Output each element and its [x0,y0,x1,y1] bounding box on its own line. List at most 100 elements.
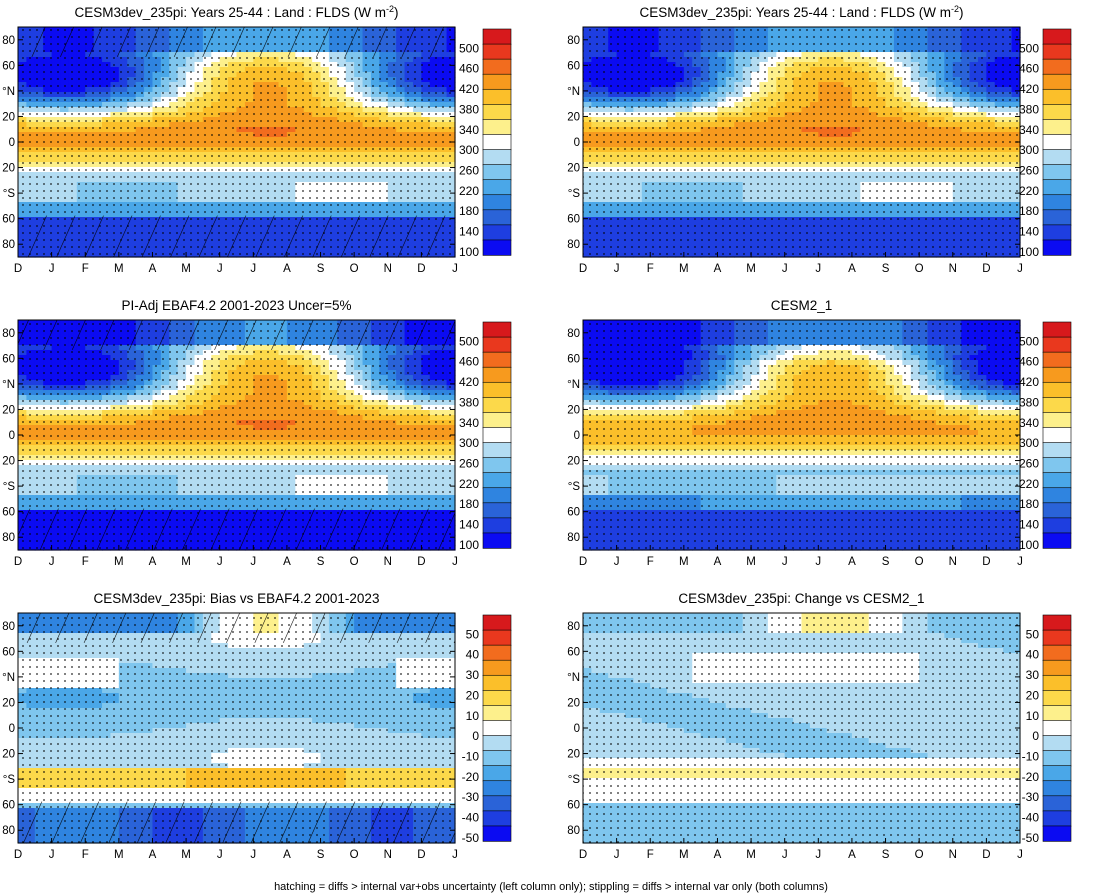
colorbar-swatch [1042,224,1072,241]
panel-title: PI-Adj EBAF4.2 2001-2023 Uncer=5% [121,298,351,313]
panel-title: CESM3dev_235pi: Years 25-44 : Land : FLD… [75,4,399,20]
colorbar-label: 420 [459,82,479,96]
colorbar-label: 260 [1019,164,1039,178]
y-tick-label: 20 [2,163,15,175]
colorbar-label: 260 [459,164,479,178]
x-tick-label: A [149,263,157,275]
y-tick-label: 60 [2,60,15,72]
colorbar-label: 100 [1019,245,1039,259]
y-tick-label: °S [568,188,581,200]
x-tick-label: S [882,263,890,275]
x-tick-label: F [82,263,89,275]
y-tick-label: 80 [567,35,580,47]
x-tick-label: F [647,263,654,275]
x-tick-label: S [317,263,325,275]
y-tick-label: 20 [2,111,15,123]
colorbar-label: 180 [1019,204,1039,218]
x-tick-label: N [949,263,957,275]
x-tick-label: D [14,263,22,275]
x-tick-label: M [679,263,689,275]
colorbar-swatch [482,73,512,90]
panel-title: CESM3dev_235pi: Years 25-44 : Land : FLD… [640,4,964,20]
colorbar-label: 220 [459,184,479,198]
hatching-overlay-south [18,215,455,257]
colorbar-swatch [482,149,512,166]
colorbar-swatch [482,134,512,151]
colorbar-label: 340 [459,123,479,137]
x-tick-label: M [114,263,124,275]
colorbar-swatch [482,88,512,106]
colorbar-label: 300 [459,143,479,157]
colorbar-swatch [482,119,512,136]
y-tick-label: 20 [567,111,580,123]
colorbar-swatch [482,43,512,60]
x-tick-label: J [250,263,256,275]
colorbar-label: 340 [1019,123,1039,137]
x-tick-label: J [49,263,55,275]
colorbar-label: 100 [459,245,479,259]
x-tick-label: D [417,263,425,275]
x-tick-label: J [782,263,788,275]
y-tick-label: 20 [567,163,580,175]
colorbar-label: 140 [459,225,479,239]
hatching-overlay-north [18,27,455,57]
colorbar-swatch [1042,239,1072,256]
colorbar-label: 380 [1019,102,1039,116]
colorbar-label: 420 [1019,82,1039,96]
colorbar-swatch [482,164,512,181]
colorbar-swatch [1042,119,1072,136]
x-tick-label: M [746,263,756,275]
colorbar-label: 300 [1019,143,1039,157]
panel-p2: CESM3dev_235pi: Years 25-44 : Land : FLD… [567,4,1072,275]
colorbar-label: 220 [1019,184,1039,198]
colorbar-label: 180 [459,204,479,218]
y-tick-label: 80 [2,35,15,47]
x-tick-label: A [848,263,856,275]
colorbar-label: 460 [1019,62,1039,76]
colorbar-swatch [482,28,512,45]
x-tick-label: J [452,263,458,275]
x-tick-label: M [181,263,191,275]
y-tick-label: 0 [574,137,580,149]
colorbar-swatch [482,58,512,75]
colorbar-label: 460 [459,62,479,76]
colorbar-label: 380 [459,102,479,116]
stippling-overlay [583,27,1020,257]
y-tick-label: 60 [567,214,580,226]
panels-group: CESM3dev_235pi: Years 25-44 : Land : FLD… [2,4,1072,861]
y-tick-label: 60 [2,214,15,226]
colorbar-swatch [482,239,512,256]
x-tick-label: J [815,263,821,275]
x-tick-label: J [217,263,223,275]
panel-p1: CESM3dev_235pi: Years 25-44 : Land : FLD… [2,4,512,275]
x-tick-label: N [384,263,392,275]
colorbar-swatch [1042,73,1072,90]
y-tick-label: 80 [567,239,580,251]
x-tick-label: O [915,263,924,275]
y-tick-label: 80 [2,239,15,251]
x-tick-label: A [283,263,291,275]
colorbar-swatch [482,194,512,211]
y-tick-label: °N [567,86,580,98]
colorbar-swatch [1042,28,1072,45]
y-tick-label: 0 [9,137,15,149]
colorbar-swatch [482,209,512,226]
colorbar-label: 500 [1019,41,1039,55]
panel-p3: PI-Adj EBAF4.2 2001-2023 Uncer=5%8060°N2… [2,298,512,568]
x-tick-label: O [350,263,359,275]
colorbar-swatch [482,224,512,241]
colorbar-swatch [1042,164,1072,181]
colorbar-label: 140 [1019,225,1039,239]
colorbar-swatch [1042,43,1072,60]
colorbar-swatch [1042,179,1072,196]
colorbar-swatch [482,179,512,196]
y-tick-label: 60 [567,60,580,72]
x-tick-label: J [1017,263,1023,275]
colorbar-swatch [1042,88,1072,106]
colorbar-swatch [1042,209,1072,226]
colorbar-swatch [1042,194,1072,211]
x-tick-label: D [579,263,587,275]
colorbar-swatch [1042,134,1072,151]
